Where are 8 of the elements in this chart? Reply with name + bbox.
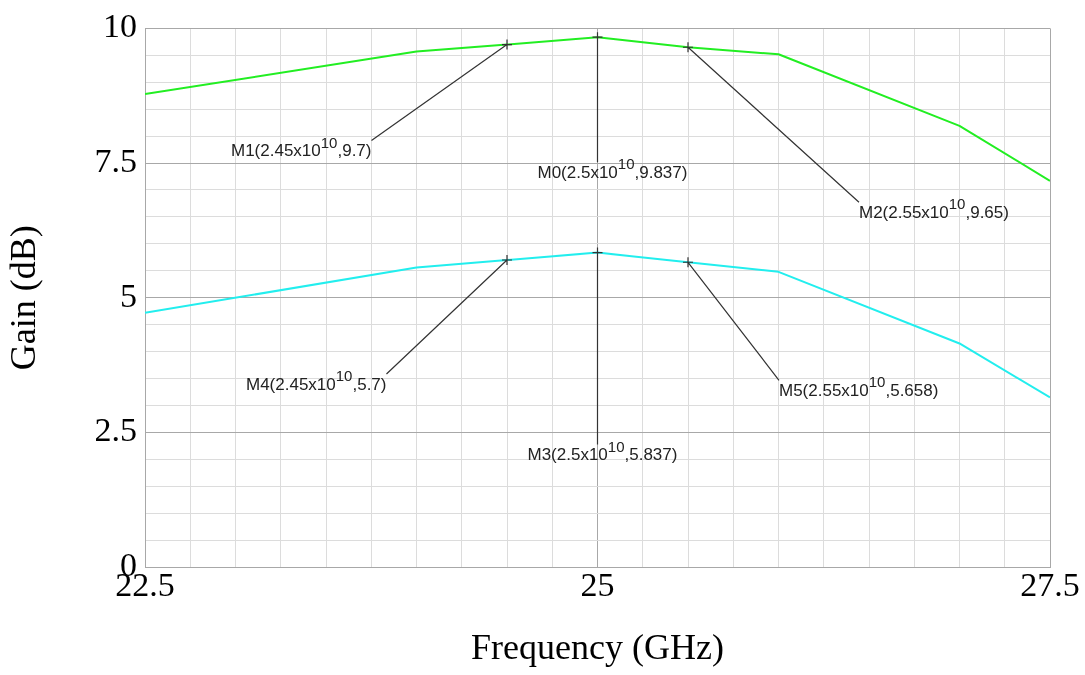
y-axis-title: Gain (dB) — [3, 225, 44, 371]
x-tick-label: 27.5 — [1020, 566, 1080, 604]
y-tick-label: 10 — [103, 7, 137, 45]
x-axis-title: Frequency (GHz) — [471, 626, 724, 667]
y-tick-label: 7.5 — [94, 141, 137, 179]
y-tick-label: 5 — [120, 276, 137, 314]
x-tick-label: 25 — [580, 566, 615, 604]
y-tick-label: 2.5 — [94, 411, 137, 449]
